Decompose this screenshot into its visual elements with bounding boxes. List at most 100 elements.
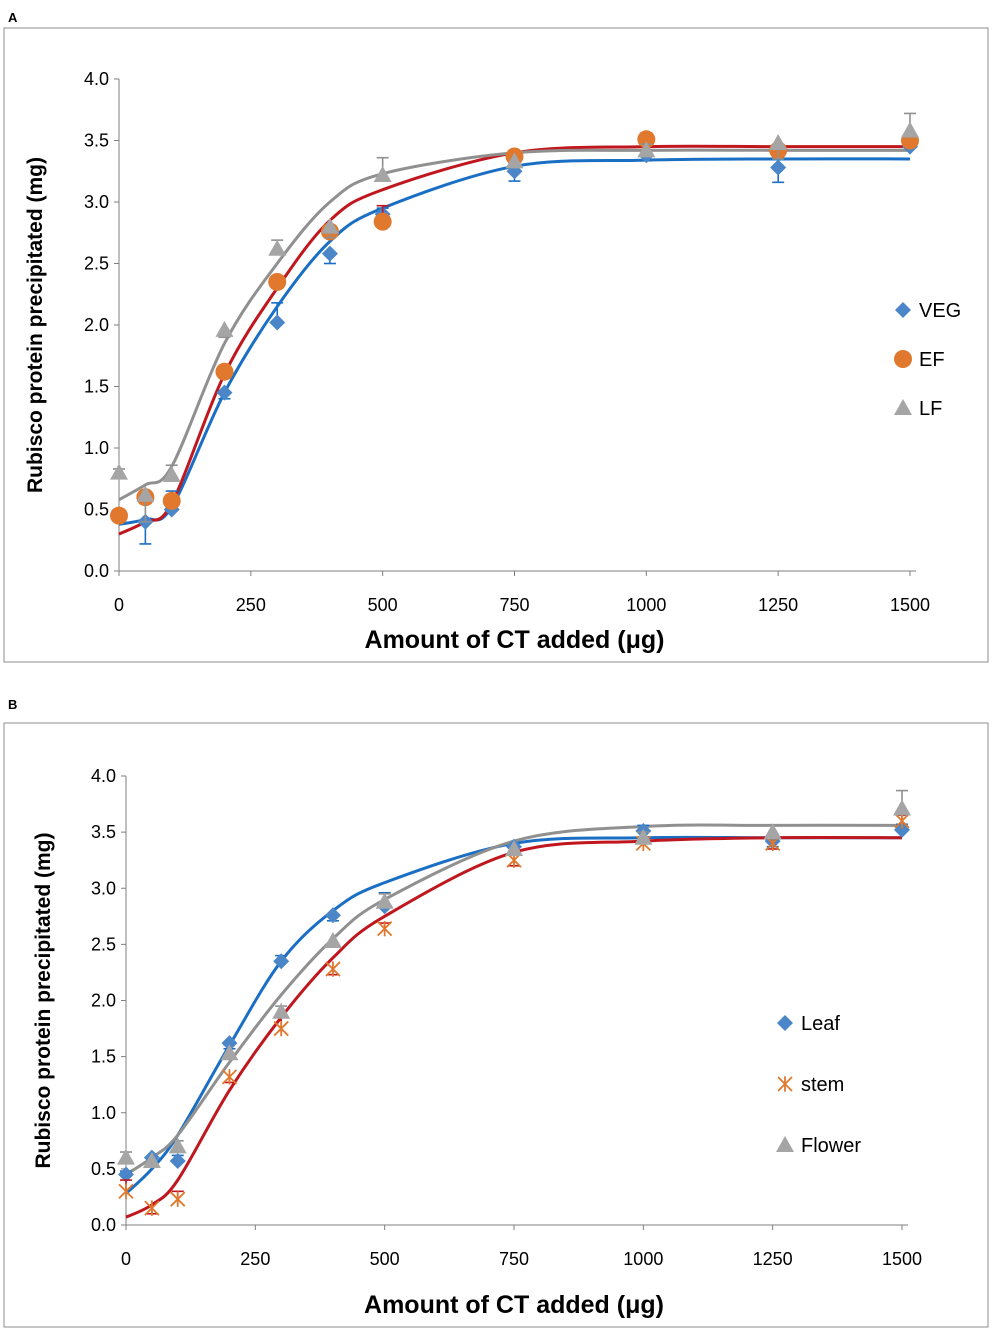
x-tick-label: 1250 [753, 1249, 793, 1269]
x-tick-label: 1500 [882, 1249, 922, 1269]
x-tick-label: 500 [370, 1249, 400, 1269]
x-axis-title: Amount of CT added (μg) [364, 1291, 664, 1319]
data-point-flower [272, 1002, 291, 1019]
data-point-flower [763, 823, 782, 840]
legend-marker-veg [895, 302, 911, 318]
data-point-lf [901, 121, 919, 138]
y-tick-label: 4.0 [84, 69, 109, 89]
fit-curve-ef [118, 144, 910, 536]
x-tick-label: 1000 [623, 1249, 663, 1269]
x-tick-label: 1000 [626, 595, 666, 615]
chart-frame [3, 27, 989, 663]
y-tick-label: 3.0 [91, 878, 116, 898]
y-tick-label: 1.5 [84, 377, 109, 397]
y-tick-label: 2.0 [91, 991, 116, 1011]
legend-marker-stem [777, 1076, 793, 1092]
y-tick-label: 0.0 [84, 561, 109, 581]
y-tick-label: 1.5 [91, 1047, 116, 1067]
data-point-lf [110, 463, 128, 480]
fit-curve-veg [118, 157, 911, 526]
data-point-flower [634, 828, 653, 845]
legend-label-ef: EF [919, 349, 945, 371]
y-tick-label: 2.5 [84, 254, 109, 274]
data-point-leaf [273, 953, 290, 970]
y-tick-label: 1.0 [91, 1103, 116, 1123]
data-point-veg [770, 159, 787, 176]
data-point-stem [377, 920, 393, 937]
data-point-lf [637, 141, 656, 158]
series-flower [117, 789, 911, 1169]
x-tick-label: 500 [368, 595, 398, 615]
data-point-lf [769, 133, 788, 150]
legend-label-stem: stem [801, 1074, 844, 1096]
y-tick-label: 1.0 [84, 438, 109, 458]
data-point-flower [142, 1152, 161, 1169]
y-tick-label: 3.0 [84, 192, 109, 212]
fit-curve-flower [125, 823, 903, 1176]
data-point-lf [373, 165, 392, 182]
legend-label-flower: Flower [801, 1135, 861, 1157]
series-stem [118, 813, 910, 1216]
chart-panel-b: 0.0 0.5 1.0 1.5 2.0 2.5 3.0 3.5 4.0 0 250 500 750 100… [3, 722, 989, 1328]
data-point-lf [268, 239, 287, 256]
legend-label-lf: LF [919, 398, 942, 420]
data-point-flower [220, 1044, 239, 1061]
legend-marker-flower [776, 1136, 794, 1152]
data-point-veg [269, 314, 286, 331]
data-point-ef [268, 272, 287, 291]
data-point-lf [162, 466, 181, 483]
y-axis-title: Rubisco protein precipitated (mg) [24, 157, 47, 493]
data-point-leaf [324, 907, 341, 924]
series-leaf [118, 821, 910, 1183]
fit-curve-lf [118, 148, 910, 501]
x-axis-title: Amount of CT added (μg) [365, 626, 665, 654]
data-point-stem [894, 813, 910, 829]
chart-panel-a: 0.0 0.5 1.0 1.5 2.0 2.5 3.0 3.5 4.0 0 250 500 750 100… [3, 27, 989, 663]
data-point-lf [320, 217, 339, 234]
data-point-stem [170, 1191, 186, 1207]
data-point-lf [505, 152, 524, 169]
y-tick-label: 0.5 [91, 1159, 116, 1179]
data-point-flower [168, 1137, 187, 1154]
y-tick-label: 3.5 [84, 131, 109, 151]
data-point-lf [215, 320, 234, 337]
legend-label-veg: VEG [919, 300, 961, 322]
y-axis-title: Rubisco protein precipitated (mg) [32, 832, 55, 1168]
panel-label-b: B [8, 697, 18, 712]
series-veg [111, 138, 918, 545]
y-tick-label: 2.0 [84, 315, 109, 335]
legend-marker-ef [894, 350, 912, 368]
y-tick-label: 0.0 [91, 1215, 116, 1235]
x-tick-label: 1500 [890, 595, 930, 615]
series-lf [110, 112, 919, 523]
legend-label-leaf: Leaf [801, 1013, 840, 1035]
y-tick-label: 3.5 [91, 822, 116, 842]
y-tick-label: 2.5 [91, 934, 116, 954]
series-ef [110, 130, 919, 525]
data-point-veg [321, 245, 338, 262]
x-tick-label: 1250 [758, 595, 798, 615]
data-point-flower [505, 839, 523, 856]
data-point-flower [117, 1148, 135, 1165]
legend-marker-lf [894, 399, 912, 415]
fit-curve-stem [125, 835, 903, 1219]
data-point-stem [325, 961, 341, 977]
data-point-stem [221, 1069, 238, 1085]
x-tick-label: 250 [236, 595, 266, 615]
data-point-leaf [118, 1166, 134, 1183]
y-tick-label: 0.5 [84, 500, 109, 520]
x-tick-label: 750 [499, 595, 529, 615]
data-point-ef [110, 506, 128, 525]
panel-label-a: A [8, 10, 18, 25]
x-tick-label: 0 [121, 1249, 131, 1269]
data-point-leaf [221, 1035, 238, 1052]
x-tick-label: 750 [499, 1249, 529, 1269]
data-point-flower [375, 892, 394, 909]
data-point-stem [144, 1200, 160, 1216]
data-point-stem [273, 1020, 289, 1037]
data-point-ef [373, 212, 392, 231]
data-point-flower [893, 799, 911, 816]
data-point-veg [216, 384, 233, 401]
x-tick-label: 0 [114, 595, 124, 615]
data-point-lf [136, 485, 155, 502]
